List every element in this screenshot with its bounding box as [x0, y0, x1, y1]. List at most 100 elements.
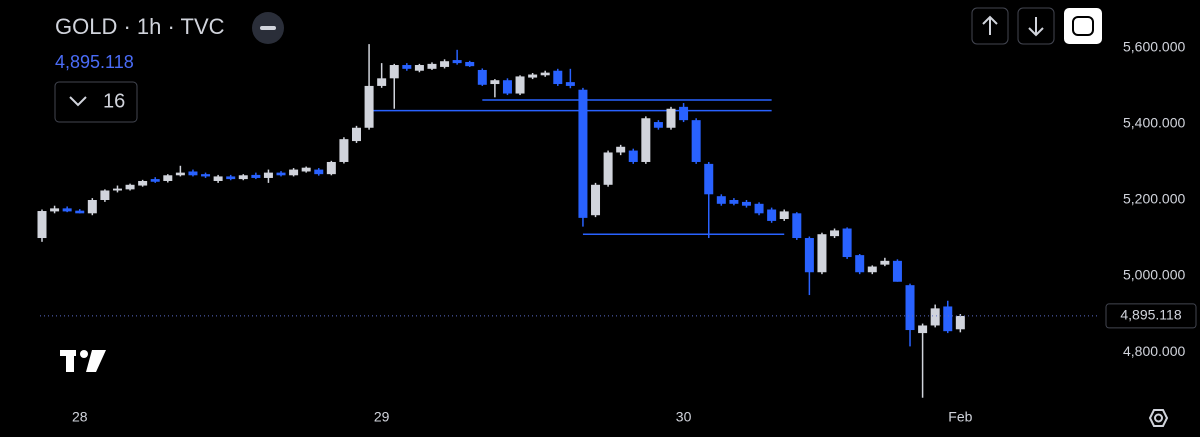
candle-body: [352, 127, 361, 142]
candle-body: [377, 78, 387, 86]
candle-body: [490, 80, 500, 85]
candle-body: [830, 230, 840, 237]
candle-body: [175, 172, 185, 176]
candle-body: [855, 255, 865, 273]
candle-body: [641, 118, 651, 162]
candle-body: [201, 174, 211, 177]
candle-body: [502, 80, 512, 94]
hexagon-center: [1154, 413, 1163, 423]
hexagon: [1148, 409, 1169, 427]
candle-body: [163, 175, 173, 181]
candle-body: [792, 213, 802, 239]
candle-body: [289, 169, 299, 176]
candle-body: [87, 200, 97, 214]
last-price-tag-label: 4,895.118: [1120, 307, 1181, 323]
candle-body: [427, 63, 437, 69]
candle-body: [125, 184, 135, 190]
minus-icon: [260, 26, 276, 30]
x-tick-label: 29: [374, 409, 390, 425]
last-price-tag: [1105, 303, 1197, 329]
candle-body: [616, 146, 626, 153]
x-tick-label: Feb: [948, 409, 972, 425]
x-tick-label: 30: [676, 409, 692, 425]
candle-body: [414, 65, 424, 71]
fullscreen-icon: [1072, 16, 1094, 36]
candle-body: [880, 260, 890, 265]
candle-body: [452, 60, 462, 64]
x-tick-label: 28: [72, 409, 88, 425]
y-tick-label: 5,200.000: [1123, 191, 1185, 207]
candle-body: [729, 200, 739, 204]
candle-body: [62, 208, 72, 212]
candle-body: [842, 228, 852, 258]
candle-body: [112, 188, 122, 191]
last-price: 4,895.118: [55, 52, 134, 72]
y-tick-label: 5,600.000: [1123, 39, 1185, 55]
candle-body: [767, 209, 777, 221]
down-icon: [1028, 17, 1044, 37]
candle-body: [477, 69, 487, 85]
candle-body: [188, 171, 198, 176]
candle-body: [364, 85, 374, 128]
candle-body: [440, 61, 450, 67]
candle-body: [867, 266, 877, 273]
candle-body: [138, 180, 148, 186]
logo-part: [86, 350, 106, 372]
candle-body: [565, 82, 575, 86]
candle-body: [37, 211, 47, 239]
candle-body: [339, 139, 349, 162]
candle-body: [679, 106, 689, 121]
up-icon: [982, 15, 998, 35]
y-tick-label: 5,400.000: [1123, 115, 1185, 131]
candle-body: [251, 174, 261, 178]
candle-body: [402, 65, 412, 69]
candle-body: [918, 325, 928, 334]
logo: [60, 350, 106, 372]
candle-body: [528, 74, 538, 78]
indicator-count: 16: [103, 90, 125, 112]
candle-body: [213, 176, 223, 181]
fullscreen-button[interactable]: [1064, 8, 1102, 44]
candle-body: [515, 76, 525, 94]
chevron-icon: [69, 96, 87, 107]
logo-part: [66, 350, 74, 372]
candle-body: [804, 238, 814, 273]
candle-body: [716, 196, 726, 204]
candle-body: [704, 163, 714, 195]
candle-body: [578, 89, 588, 218]
plot: 4,800.000 5,000.000 5,200.000 5,400.000 5,60…: [37, 39, 1197, 425]
candle-body: [326, 161, 336, 175]
indicator-toggle[interactable]: [54, 81, 138, 123]
candle-body: [389, 65, 399, 79]
y-tick-label: 4,800.000: [1123, 343, 1185, 359]
candle-body: [628, 150, 638, 162]
candle-body: [75, 210, 85, 214]
candle-body: [238, 175, 248, 180]
candle-body: [779, 211, 789, 220]
candle-body: [540, 72, 550, 76]
candle-body: [301, 167, 311, 172]
candle-body: [666, 108, 676, 128]
candle-body: [226, 176, 236, 180]
chart-title: GOLD · 1h · TVC: [55, 14, 225, 39]
candle-body: [603, 152, 613, 185]
candle-body: [50, 208, 60, 212]
candle-body: [754, 203, 764, 214]
candle-body: [263, 172, 273, 178]
candle-body: [943, 306, 953, 332]
y-tick-label: 5,000.000: [1123, 267, 1185, 283]
candle-body: [150, 179, 160, 182]
settings-icon[interactable]: [1148, 409, 1169, 427]
candle-body: [276, 172, 286, 176]
candle-body: [741, 201, 751, 206]
candle-body: [892, 260, 902, 282]
candle-body: [653, 122, 663, 128]
logo-part: [80, 350, 88, 358]
candle-body: [553, 70, 563, 85]
candle-body: [905, 285, 915, 331]
candle-body: [591, 184, 601, 216]
candle-body: [314, 169, 324, 175]
